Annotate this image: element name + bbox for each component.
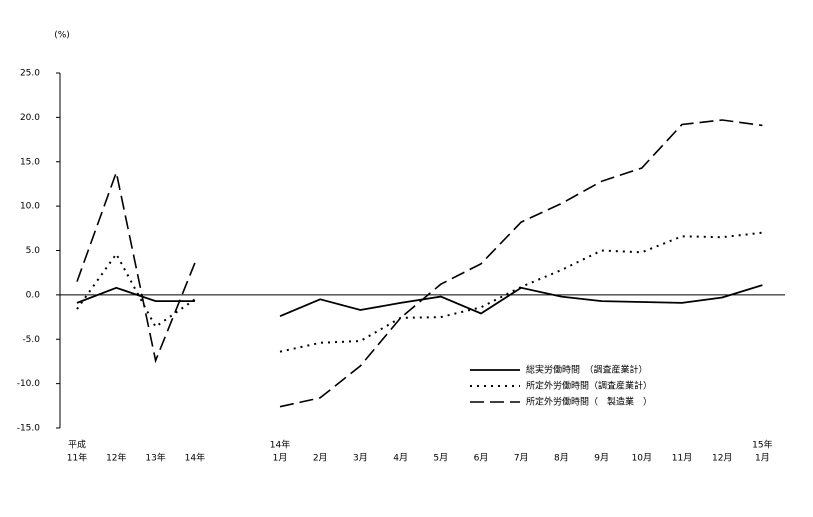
x-tick-label: 11年 xyxy=(67,452,87,464)
x-tick-label: 14年 xyxy=(185,452,205,464)
series-line xyxy=(279,284,763,318)
x-tick-label: 8月 xyxy=(554,453,569,464)
y-tick-label: 5.0 xyxy=(26,246,41,256)
y-tick-label: 20.0 xyxy=(20,113,40,123)
y-tick-label: 0.0 xyxy=(26,290,41,300)
x-group-label: 平成 xyxy=(68,439,86,451)
x-tick-label: 5月 xyxy=(433,453,448,464)
y-tick-label: 15.0 xyxy=(20,157,40,167)
x-tick-label: 13年 xyxy=(145,452,165,464)
x-group-label: 15年 xyxy=(752,439,772,451)
x-tick-label: 1月 xyxy=(273,453,288,464)
y-tick-label: 25.0 xyxy=(20,69,40,79)
x-tick-label: 12年 xyxy=(106,452,126,464)
x-tick-label: 4月 xyxy=(393,453,408,464)
x-tick-label: 9月 xyxy=(594,453,609,464)
x-tick-label: 1月 xyxy=(755,453,770,464)
series-line xyxy=(279,231,763,353)
y-tick-label: -15.0 xyxy=(17,424,41,434)
series-line xyxy=(279,119,763,408)
x-tick-label: 2月 xyxy=(313,453,328,464)
x-tick-label: 12月 xyxy=(712,453,732,464)
x-tick-label: 10月 xyxy=(632,453,652,464)
series-line xyxy=(76,286,195,304)
x-group-label: 14年 xyxy=(270,439,290,451)
y-tick-label: 10.0 xyxy=(20,202,40,212)
series-line xyxy=(76,169,196,364)
legend-label: 所定外労働時間（ 製造業 ） xyxy=(526,396,652,408)
x-tick-label: 3月 xyxy=(353,453,368,464)
x-tick-label: 11月 xyxy=(672,453,692,464)
x-tick-label: 7月 xyxy=(514,453,529,464)
legend-label: 所定外労働時間（調査産業計） xyxy=(526,380,652,392)
unit-label: (%) xyxy=(54,31,70,41)
y-tick-label: -5.0 xyxy=(22,335,40,345)
y-tick-label: -10.0 xyxy=(17,379,41,389)
legend-label: 総実労働時間 （調査産業計） xyxy=(526,364,648,376)
x-tick-label: 6月 xyxy=(474,453,489,464)
